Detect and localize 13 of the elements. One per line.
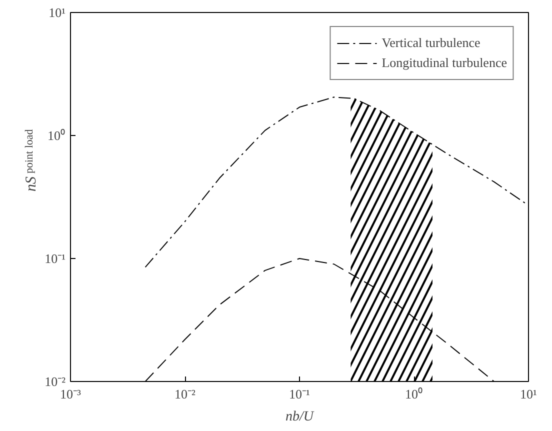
x-tick-label: 10⁻² [174, 386, 196, 402]
legend-label: Longitudinal turbulence [382, 55, 507, 71]
x-tick-label: 10¹ [520, 386, 538, 402]
x-tick-label: 10⁻¹ [289, 386, 310, 402]
y-tick-label: 10⁻¹ [44, 251, 66, 266]
y-axis-title: nSpoint load [24, 128, 40, 192]
x-tick-label: 10⁰ [405, 386, 423, 402]
legend-label: Vertical turbulence [382, 35, 480, 51]
y-tick-label: 10¹ [48, 5, 66, 20]
x-tick-label: 10⁻³ [60, 386, 82, 402]
y-tick-label: 10⁰ [48, 128, 66, 143]
x-axis-title: nb/U [286, 410, 314, 424]
y-tick-label: 10⁻² [44, 374, 66, 389]
